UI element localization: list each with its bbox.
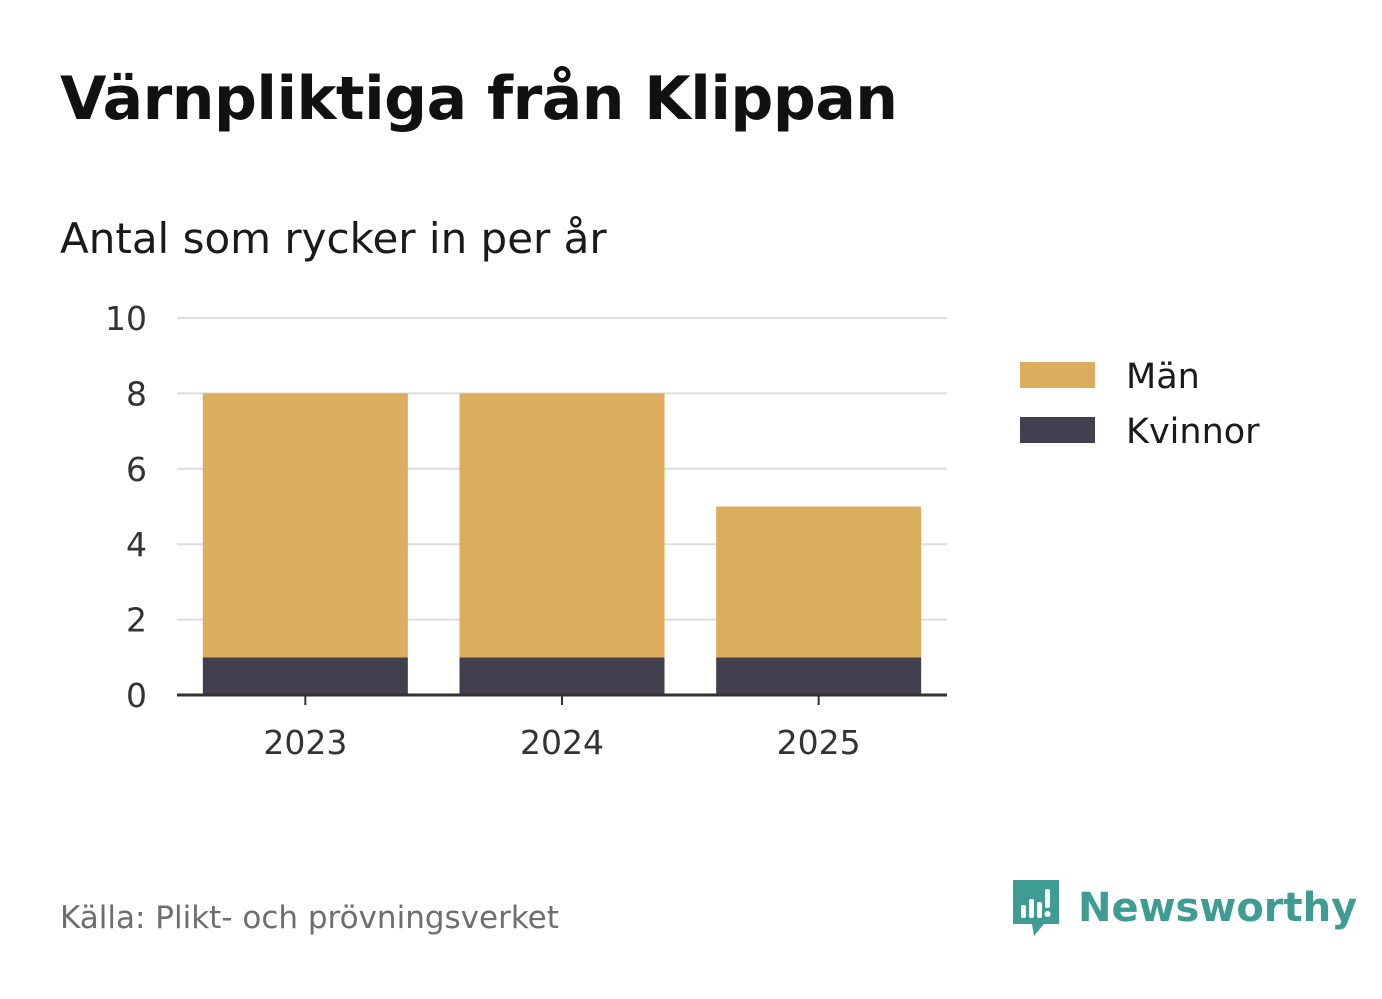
x-tick-label: 2023 bbox=[263, 723, 347, 762]
legend-swatch-kvinnor bbox=[1020, 417, 1095, 443]
bar-män-2023 bbox=[202, 393, 408, 658]
y-tick-label: 6 bbox=[126, 450, 147, 489]
bar-kvinnor-2025 bbox=[716, 657, 922, 695]
chart-title: Värnpliktiga från Klippan bbox=[60, 64, 898, 134]
bar-kvinnor-2023 bbox=[202, 657, 408, 695]
legend-swatch-män bbox=[1020, 362, 1095, 388]
y-tick-label: 10 bbox=[105, 299, 147, 338]
legend-label-kvinnor: Kvinnor bbox=[1126, 412, 1260, 452]
y-tick-label: 2 bbox=[126, 601, 147, 640]
legend-label-män: Män bbox=[1126, 357, 1200, 397]
y-tick-label: 4 bbox=[126, 525, 147, 564]
y-tick-label: 0 bbox=[126, 676, 147, 715]
brand-logo: Newsworthy bbox=[1010, 878, 1357, 938]
newsworthy-logo-icon bbox=[1013, 880, 1059, 936]
bar-kvinnor-2024 bbox=[459, 657, 665, 695]
y-tick-label: 8 bbox=[126, 374, 147, 413]
bar-män-2024 bbox=[459, 393, 665, 658]
x-tick-label: 2024 bbox=[520, 723, 604, 762]
source-note: Källa: Plikt- och prövningsverket bbox=[60, 900, 559, 936]
brand-name: Newsworthy bbox=[1078, 885, 1358, 931]
chart-subtitle: Antal som rycker in per år bbox=[60, 214, 607, 263]
bar-män-2025 bbox=[716, 506, 922, 658]
x-tick-label: 2025 bbox=[777, 723, 861, 762]
